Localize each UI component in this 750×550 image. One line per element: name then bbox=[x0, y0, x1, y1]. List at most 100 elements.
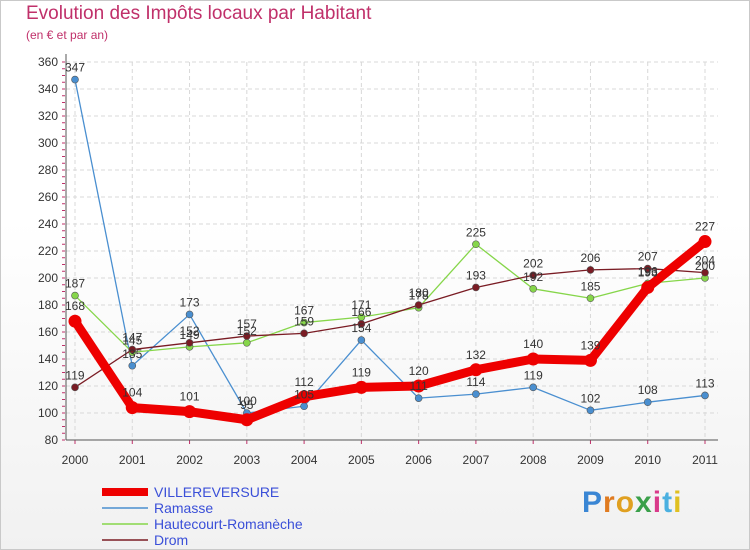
series-layer bbox=[68, 75, 712, 427]
series-line-ramasse bbox=[74, 78, 706, 414]
data-label-drom: 157 bbox=[237, 317, 257, 331]
data-label-villereversure: 119 bbox=[352, 365, 371, 379]
data-label-villereversure: 139 bbox=[580, 338, 600, 352]
data-label-drom: 119 bbox=[65, 368, 84, 382]
y-tick-label: 100 bbox=[38, 406, 58, 420]
logo-letter: r bbox=[603, 486, 616, 519]
data-label-ramasse: 114 bbox=[466, 375, 485, 389]
legend-label-ramasse: Ramasse bbox=[154, 500, 214, 516]
data-label-villereversure: 168 bbox=[65, 299, 85, 313]
data-label-ramasse: 100 bbox=[237, 394, 257, 408]
x-tick-label: 2005 bbox=[348, 453, 375, 467]
data-label-villereversure: 112 bbox=[295, 375, 314, 389]
y-tick-label: 300 bbox=[38, 136, 58, 150]
y-tick-label: 80 bbox=[45, 433, 59, 447]
legend-label-villereversure: VILLEREVERSURE bbox=[154, 484, 280, 500]
data-point-ramasse bbox=[414, 394, 423, 402]
y-tick-label: 160 bbox=[38, 325, 58, 339]
y-tick-label: 360 bbox=[38, 55, 58, 69]
data-label-villereversure: 95 bbox=[240, 398, 254, 412]
axis-layer: 80 100 120 140 160 180 200 220 240 260 280 300 320 34… bbox=[38, 54, 718, 467]
data-point-hautecourt-romaneche bbox=[472, 240, 480, 249]
legend-swatch-villereversure bbox=[102, 488, 148, 496]
data-label-drom: 159 bbox=[294, 314, 314, 328]
legend-label-hautecourt-romaneche: Hautecourt-Romanèche bbox=[154, 516, 303, 532]
logo-letter: i bbox=[673, 486, 683, 519]
data-point-villereversure bbox=[698, 235, 712, 249]
data-label-hautecourt-romaneche: 192 bbox=[523, 270, 543, 284]
data-label-villereversure: 104 bbox=[122, 386, 142, 400]
data-label-drom: 180 bbox=[409, 286, 429, 300]
y-tick-label: 260 bbox=[38, 190, 58, 204]
data-label-hautecourt-romaneche: 167 bbox=[294, 304, 314, 318]
data-point-drom bbox=[185, 338, 194, 347]
y-tick-label: 220 bbox=[38, 244, 58, 258]
data-label-drom: 206 bbox=[580, 251, 600, 265]
data-point-ramasse bbox=[472, 390, 480, 398]
data-label-ramasse: 135 bbox=[122, 347, 142, 361]
data-point-drom bbox=[414, 301, 423, 309]
data-point-drom bbox=[71, 383, 79, 392]
data-label-hautecourt-romaneche: 149 bbox=[180, 328, 200, 342]
y-tick-label: 140 bbox=[38, 352, 58, 366]
data-point-villereversure bbox=[354, 380, 368, 394]
y-tick-label: 180 bbox=[38, 298, 58, 312]
data-label-hautecourt-romaneche: 225 bbox=[466, 225, 486, 239]
data-point-drom bbox=[643, 264, 652, 273]
data-label-hautecourt-romaneche: 196 bbox=[638, 264, 658, 278]
y-tick-label: 200 bbox=[38, 271, 58, 285]
legend-swatch-hautecourt-romaneche bbox=[102, 523, 148, 525]
data-label-ramasse: 105 bbox=[294, 387, 314, 401]
data-point-villereversure bbox=[526, 352, 540, 366]
data-label-drom: 166 bbox=[351, 305, 371, 319]
grid-layer bbox=[66, 61, 718, 441]
logo-letter: P bbox=[582, 486, 604, 519]
data-label-drom: 193 bbox=[466, 268, 486, 282]
data-label-ramasse: 154 bbox=[351, 321, 371, 335]
data-point-hautecourt-romaneche bbox=[243, 338, 251, 347]
data-label-villereversure: 140 bbox=[523, 337, 543, 351]
y-tick-label: 320 bbox=[38, 109, 58, 123]
y-tick-label: 280 bbox=[38, 163, 58, 177]
x-tick-label: 2000 bbox=[62, 453, 89, 467]
data-point-ramasse bbox=[701, 391, 709, 400]
data-label-villereversure: 120 bbox=[409, 364, 429, 378]
data-point-villereversure bbox=[68, 314, 82, 328]
chart-subtitle: (en € et par an) bbox=[26, 28, 109, 42]
data-point-hautecourt-romaneche bbox=[71, 291, 79, 300]
data-point-drom bbox=[243, 332, 251, 340]
data-label-villereversure: 132 bbox=[466, 348, 486, 362]
x-tick-label: 2004 bbox=[291, 453, 318, 467]
data-label-ramasse: 119 bbox=[524, 368, 543, 382]
data-label-ramasse: 347 bbox=[65, 61, 85, 75]
data-label-layer: 347 135 173 100 105 154 111 114 119 102 108 113 187 1… bbox=[65, 61, 715, 412]
data-point-drom bbox=[472, 283, 480, 292]
proxiti-logo: Proxiti bbox=[582, 486, 682, 520]
data-label-drom: 147 bbox=[122, 331, 142, 345]
y-tick-label: 240 bbox=[38, 217, 58, 231]
data-point-hautecourt-romaneche bbox=[300, 318, 308, 327]
y-tick-label: 340 bbox=[38, 82, 58, 96]
data-label-hautecourt-romaneche: 145 bbox=[122, 333, 142, 347]
data-point-ramasse bbox=[71, 75, 79, 84]
x-tick-label: 2007 bbox=[463, 453, 490, 467]
logo-letter: o bbox=[615, 486, 636, 519]
data-point-villereversure bbox=[583, 353, 597, 367]
data-label-ramasse: 111 bbox=[410, 379, 429, 393]
data-point-drom bbox=[701, 268, 709, 277]
data-label-drom: 204 bbox=[695, 254, 715, 268]
chart-title: Evolution des Impôts locaux par Habitant bbox=[26, 3, 372, 24]
logo-letter: t bbox=[662, 486, 674, 519]
data-label-hautecourt-romaneche: 187 bbox=[65, 277, 85, 291]
data-point-villereversure bbox=[641, 280, 655, 294]
data-label-villereversure: 227 bbox=[695, 220, 715, 234]
data-point-ramasse bbox=[529, 383, 537, 392]
x-tick-label: 2008 bbox=[520, 453, 547, 467]
legend-label-drom: Drom bbox=[154, 532, 189, 548]
data-point-villereversure bbox=[412, 379, 426, 393]
y-tick-label: 120 bbox=[38, 379, 58, 393]
data-label-hautecourt-romaneche: 178 bbox=[409, 289, 429, 303]
data-point-ramasse bbox=[300, 402, 308, 411]
data-label-hautecourt-romaneche: 152 bbox=[237, 324, 257, 338]
data-label-villereversure: 101 bbox=[180, 390, 200, 404]
